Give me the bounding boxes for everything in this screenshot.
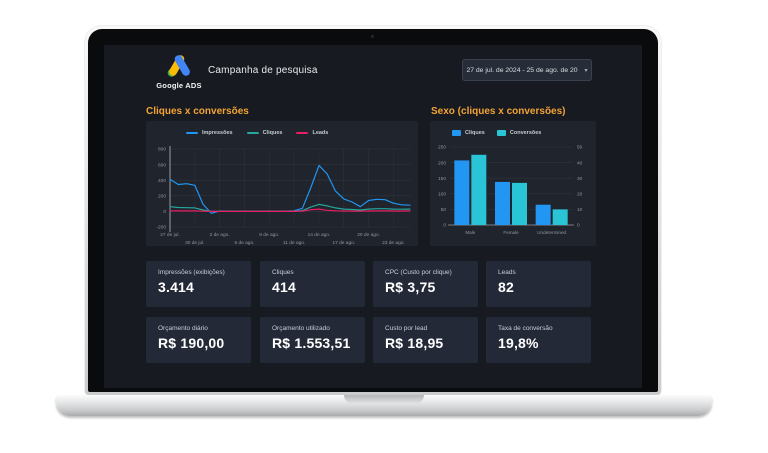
clicks-conversions-line-chart: -200 0 200 400 600 800 27 de jul. 30 de jul. 2 d… xyxy=(156,146,411,246)
laptop-bezel: Google ADS Campanha de pesquisa 27 de ju… xyxy=(88,29,658,392)
legend-item-conversions-bar: Conversões xyxy=(496,130,542,136)
svg-text:23 de ago.: 23 de ago. xyxy=(382,240,405,246)
page-title: Campanha de pesquisa xyxy=(208,65,318,76)
kpi-label: Orçamento diário xyxy=(158,325,208,332)
kpi-value: 82 xyxy=(498,279,514,295)
chevron-down-icon: ▾ xyxy=(584,67,588,74)
webcam-icon xyxy=(371,35,374,38)
svg-text:2 de ago.: 2 de ago. xyxy=(210,232,230,238)
svg-text:40: 40 xyxy=(577,160,583,166)
laptop-base xyxy=(56,395,712,416)
svg-text:20 de ago.: 20 de ago. xyxy=(357,232,380,238)
svg-text:50: 50 xyxy=(441,207,447,213)
svg-text:50: 50 xyxy=(577,145,583,151)
svg-text:800: 800 xyxy=(158,147,166,153)
kpi-value: 414 xyxy=(272,279,296,295)
legend-item-leads: Leads xyxy=(296,130,328,136)
google-ads-logo-icon xyxy=(167,55,190,77)
google-ads-logo: Google ADS xyxy=(156,52,202,90)
leads-swatch-icon xyxy=(296,131,309,135)
kpi-value: R$ 1.553,51 xyxy=(272,335,351,351)
dashboard-screen: Google ADS Campanha de pesquisa 27 de ju… xyxy=(104,45,642,388)
svg-text:0: 0 xyxy=(577,223,580,229)
kpi-label: CPC (Custo por clique) xyxy=(385,269,452,276)
svg-text:Male: Male xyxy=(465,230,475,235)
kpi-value: R$ 190,00 xyxy=(158,335,225,351)
svg-text:200: 200 xyxy=(438,160,446,166)
svg-text:Female: Female xyxy=(503,230,519,235)
svg-text:30 de jul.: 30 de jul. xyxy=(185,240,204,246)
line-chart-panel: Impressões Cliques Leads -200 0 200 4 xyxy=(146,121,418,246)
kpi-card-impressions: Impressões (exibições) 3.414 xyxy=(146,261,251,307)
clicks-swatch-icon xyxy=(246,131,259,135)
legend-label: Cliques xyxy=(465,130,485,136)
bar-chart-legend: Cliques Conversões xyxy=(430,127,596,139)
kpi-card-daily-budget: Orçamento diário R$ 190,00 xyxy=(146,317,251,363)
svg-text:8 de ago.: 8 de ago. xyxy=(259,232,279,238)
kpi-card-conversion-rate: Taxa de conversão 19,8% xyxy=(486,317,591,363)
kpi-card-cpc: CPC (Custo por clique) R$ 3,75 xyxy=(373,261,478,307)
google-ads-logo-label: Google ADS xyxy=(156,81,202,90)
kpi-label: Taxa de conversão xyxy=(498,325,553,332)
kpi-card-cost-per-lead: Custo por lead R$ 18,95 xyxy=(373,317,478,363)
line-chart-title: Cliques x conversões xyxy=(146,106,249,117)
bar-chart-panel: Cliques Conversões 0 50 100 150 200 250 0 10 20 3… xyxy=(430,121,596,246)
legend-label: Impressões xyxy=(202,130,233,136)
impressions-swatch-icon xyxy=(186,131,198,135)
legend-item-clicks-bar: Cliques xyxy=(452,130,485,136)
kpi-label: Leads xyxy=(498,269,516,276)
svg-text:600: 600 xyxy=(158,162,166,168)
svg-text:100: 100 xyxy=(438,192,446,198)
kpi-card-leads: Leads 82 xyxy=(486,261,591,307)
svg-text:11 de ago.: 11 de ago. xyxy=(283,240,305,246)
gender-bar-chart: 0 50 100 150 200 250 0 10 20 30 40 50 Male Female Unde… xyxy=(438,145,583,235)
svg-text:200: 200 xyxy=(158,194,166,200)
kpi-label: Cliques xyxy=(272,269,294,276)
svg-text:250: 250 xyxy=(438,145,446,151)
svg-text:27 de jul.: 27 de jul. xyxy=(160,232,179,238)
laptop-base-notch xyxy=(344,395,424,404)
svg-text:0: 0 xyxy=(163,209,166,215)
svg-text:Undetermined: Undetermined xyxy=(537,230,566,235)
svg-text:400: 400 xyxy=(158,178,166,184)
line-chart-legend: Impressões Cliques Leads xyxy=(146,127,418,139)
legend-item-clicks: Cliques xyxy=(246,130,283,136)
svg-text:14 de ago.: 14 de ago. xyxy=(308,232,331,238)
svg-text:150: 150 xyxy=(438,176,446,182)
clicks-bar-swatch-icon xyxy=(452,130,461,136)
kpi-value: R$ 18,95 xyxy=(385,335,444,351)
svg-text:0: 0 xyxy=(443,223,446,229)
kpi-value: 19,8% xyxy=(498,335,539,351)
svg-text:-200: -200 xyxy=(156,225,166,231)
legend-label: Conversões xyxy=(509,130,542,136)
legend-label: Leads xyxy=(312,130,329,136)
svg-text:17 de ago.: 17 de ago. xyxy=(332,240,355,246)
svg-text:30: 30 xyxy=(577,176,583,182)
kpi-label: Orçamento utilizado xyxy=(272,325,330,332)
svg-text:20: 20 xyxy=(577,192,583,198)
kpi-card-clicks: Cliques 414 xyxy=(260,261,365,307)
kpi-card-budget-used: Orçamento utilizado R$ 1.553,51 xyxy=(260,317,365,363)
laptop-screen-frame: Google ADS Campanha de pesquisa 27 de ju… xyxy=(85,26,661,395)
svg-text:10: 10 xyxy=(577,207,583,213)
kpi-value: 3.414 xyxy=(158,279,195,295)
date-range-selector[interactable]: 27 de jul. de 2024 - 25 de ago. de 20 ▾ xyxy=(462,59,592,81)
svg-text:5 de ago.: 5 de ago. xyxy=(234,240,254,246)
legend-label: Cliques xyxy=(262,130,283,136)
conversions-bar-swatch-icon xyxy=(496,130,506,136)
kpi-label: Impressões (exibições) xyxy=(158,269,225,276)
bar-chart-title: Sexo (cliques x conversões) xyxy=(431,106,566,117)
kpi-label: Custo por lead xyxy=(385,325,428,332)
date-range-text: 27 de jul. de 2024 - 25 de ago. de 20 xyxy=(466,66,578,74)
legend-item-impressions: Impressões xyxy=(186,130,233,136)
kpi-value: R$ 3,75 xyxy=(385,279,436,295)
